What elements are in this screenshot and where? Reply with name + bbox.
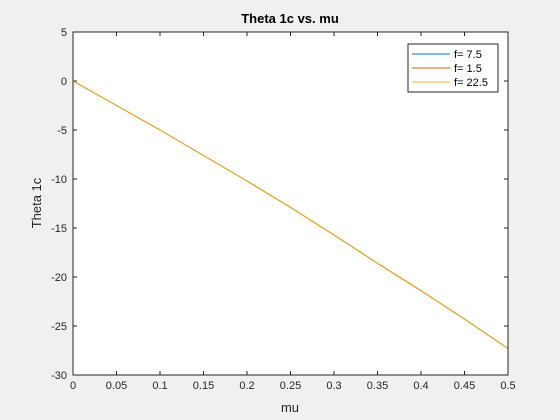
x-tick-label: 0.4	[413, 380, 428, 392]
legend-label: f= 1.5	[454, 63, 482, 75]
y-tick-label: -5	[57, 125, 67, 137]
x-tick-label: 0.05	[106, 380, 127, 392]
x-tick-label: 0.5	[500, 380, 515, 392]
y-tick-label: 0	[61, 76, 67, 88]
axes-box	[72, 31, 509, 376]
y-tick-label: 5	[61, 27, 67, 39]
x-axis-label: mu	[281, 400, 299, 415]
x-tick-label: 0.15	[193, 380, 214, 392]
y-tick-label: -10	[51, 174, 67, 186]
y-tick-label: -20	[51, 272, 67, 284]
y-tick-label: -30	[51, 370, 67, 382]
x-tick-label: 0.35	[367, 380, 388, 392]
legend-label: f= 7.5	[454, 49, 482, 61]
y-axis-label: Theta 1c	[29, 177, 44, 228]
x-tick-label: 0.2	[239, 380, 254, 392]
y-tick-label: -25	[51, 321, 67, 333]
x-tick-label: 0.1	[152, 380, 167, 392]
x-tick-label: 0.25	[280, 380, 301, 392]
x-tick-label: 0.3	[326, 380, 341, 392]
axis-ticks: 0 0.05 0.1 0.15 0.2 0.25 0.3 0.35 0.4 0.45 0.5 5 0 -5…	[51, 27, 516, 392]
series-line-3	[72, 80, 509, 349]
legend: f= 7.5 f= 1.5 f= 22.5	[407, 43, 499, 93]
y-tick-label: -15	[51, 223, 67, 235]
chart-title: Theta 1c vs. mu	[241, 11, 339, 26]
x-tick-label: 0.45	[454, 380, 475, 392]
x-tick-label: 0	[70, 380, 76, 392]
legend-label: f= 22.5	[454, 77, 488, 89]
series-layer	[72, 80, 509, 349]
